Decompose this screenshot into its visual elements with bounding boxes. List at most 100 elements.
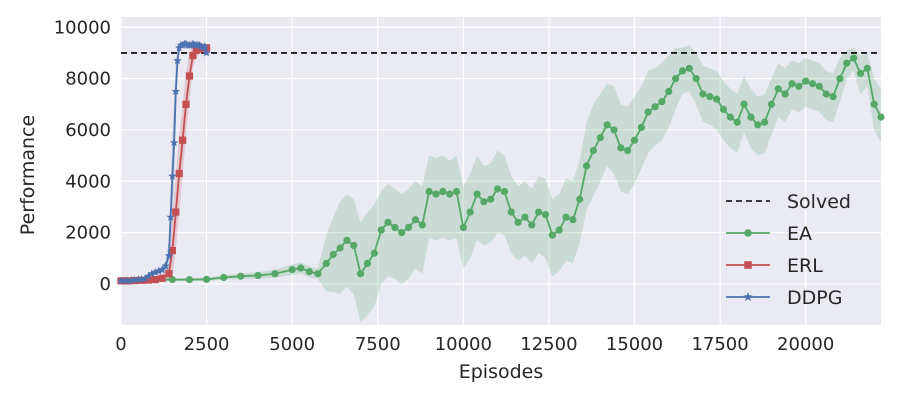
data-point-erl xyxy=(144,276,152,284)
data-point-ddpg xyxy=(181,39,191,48)
data-point-ea xyxy=(357,270,365,278)
y-tick-label: 10000 xyxy=(54,17,111,38)
data-point-ea xyxy=(555,226,563,234)
data-point-ddpg xyxy=(120,276,129,285)
data-point-ea xyxy=(774,85,782,93)
data-point-erl xyxy=(175,169,183,178)
data-point-ea xyxy=(493,185,502,193)
data-point-erl xyxy=(168,246,176,255)
data-point-ddpg xyxy=(144,271,153,280)
data-point-ddpg xyxy=(151,268,160,276)
data-point-ea xyxy=(418,221,426,229)
x-tick-label: 7500 xyxy=(355,334,401,355)
data-point-erl xyxy=(185,72,194,80)
x-tick-label: 10000 xyxy=(435,334,492,355)
data-point-ea xyxy=(726,113,734,121)
data-point-ea xyxy=(514,218,522,226)
data-point-ea xyxy=(699,90,707,98)
data-point-ea xyxy=(459,223,467,232)
data-point-ddpg xyxy=(169,138,179,147)
data-point-ea xyxy=(473,190,481,198)
data-point-ea xyxy=(630,136,639,144)
data-point-ea xyxy=(822,90,830,98)
data-point-ea xyxy=(761,118,769,126)
data-point-ea xyxy=(644,108,652,116)
data-point-ddpg xyxy=(137,274,146,283)
data-point-ea xyxy=(297,264,305,272)
data-point-ddpg xyxy=(195,40,204,49)
data-point-ea xyxy=(829,92,837,101)
data-point-ea xyxy=(808,80,817,88)
plot-background xyxy=(121,17,881,325)
y-tick-label: 6000 xyxy=(65,120,111,141)
data-point-ddpg xyxy=(133,275,143,284)
data-point-ea xyxy=(658,98,666,106)
data-point-ddpg xyxy=(147,269,156,278)
data-point-ea xyxy=(391,223,399,232)
legend-label-ddpg: DDPG xyxy=(787,287,842,309)
data-point-erl xyxy=(179,136,187,144)
x-tick-label: 12500 xyxy=(520,334,577,355)
data-point-ea xyxy=(305,268,313,276)
data-point-ea xyxy=(528,221,536,229)
data-point-ddpg xyxy=(154,266,163,275)
data-point-ea xyxy=(747,113,755,121)
data-point-ddpg xyxy=(127,275,136,284)
data-point-ea xyxy=(713,95,721,103)
data-point-erl xyxy=(158,274,166,282)
legend: Solved EA ERL DDPG xyxy=(726,191,851,309)
data-point-ea xyxy=(521,213,529,221)
data-point-ea xyxy=(377,226,385,234)
data-point-ea xyxy=(480,198,488,206)
data-point-ddpg xyxy=(161,261,170,270)
data-point-ea xyxy=(562,213,570,221)
data-point-erl xyxy=(151,275,159,284)
data-point-ddpg xyxy=(116,276,126,285)
data-point-ea xyxy=(637,123,645,131)
data-point-ea xyxy=(610,126,618,134)
data-point-ddpg xyxy=(123,276,133,285)
band-ea xyxy=(121,45,881,323)
data-point-ea xyxy=(271,270,279,278)
legend-marker-ea xyxy=(744,229,752,237)
legend-label-ea: EA xyxy=(787,223,812,245)
data-point-ea xyxy=(767,100,776,108)
data-point-ddpg xyxy=(171,87,180,95)
data-point-erl xyxy=(165,270,173,278)
data-point-ea xyxy=(692,75,700,83)
data-point-ea xyxy=(843,59,851,67)
data-point-ea xyxy=(185,275,194,284)
data-point-ea xyxy=(363,259,372,267)
x-tick-label: 17500 xyxy=(691,334,748,355)
data-point-ddpg xyxy=(197,42,206,51)
data-point-ea xyxy=(370,249,378,257)
data-point-ea xyxy=(202,275,211,283)
data-point-ddpg xyxy=(140,274,150,283)
data-point-ea xyxy=(500,187,509,196)
data-point-ea xyxy=(596,134,604,142)
data-point-ea xyxy=(541,211,550,219)
data-point-ddpg xyxy=(166,212,175,221)
x-tick-label: 15000 xyxy=(606,334,663,355)
data-point-ddpg xyxy=(164,251,174,260)
data-point-ea xyxy=(466,208,474,216)
data-point-ea xyxy=(432,190,440,198)
data-point-ea xyxy=(168,275,176,284)
data-point-erl xyxy=(172,208,180,216)
data-point-ea xyxy=(329,250,337,259)
x-tick-label: 2500 xyxy=(184,334,230,355)
data-point-ea xyxy=(624,146,632,155)
data-point-ddpg xyxy=(173,56,182,65)
data-point-ea xyxy=(343,236,351,244)
data-point-ea xyxy=(781,90,789,98)
data-point-ea xyxy=(665,87,673,96)
data-point-ea xyxy=(836,75,844,83)
legend-label-erl: ERL xyxy=(787,255,823,277)
data-point-ddpg xyxy=(130,275,139,284)
data-point-ea xyxy=(314,270,322,278)
data-point-ea xyxy=(350,241,358,250)
data-point-ddpg xyxy=(188,39,198,48)
data-point-ea xyxy=(220,273,228,282)
data-point-ea xyxy=(452,187,461,196)
data-point-ea xyxy=(733,118,741,126)
